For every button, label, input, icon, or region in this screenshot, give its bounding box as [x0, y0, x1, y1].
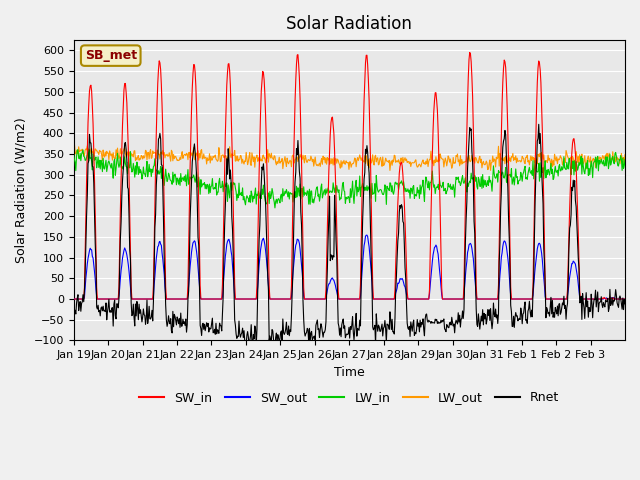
- Title: Solar Radiation: Solar Radiation: [286, 15, 412, 33]
- Y-axis label: Solar Radiation (W/m2): Solar Radiation (W/m2): [15, 118, 28, 263]
- X-axis label: Time: Time: [334, 366, 365, 379]
- Legend: SW_in, SW_out, LW_in, LW_out, Rnet: SW_in, SW_out, LW_in, LW_out, Rnet: [134, 386, 564, 409]
- Text: SB_met: SB_met: [84, 49, 137, 62]
